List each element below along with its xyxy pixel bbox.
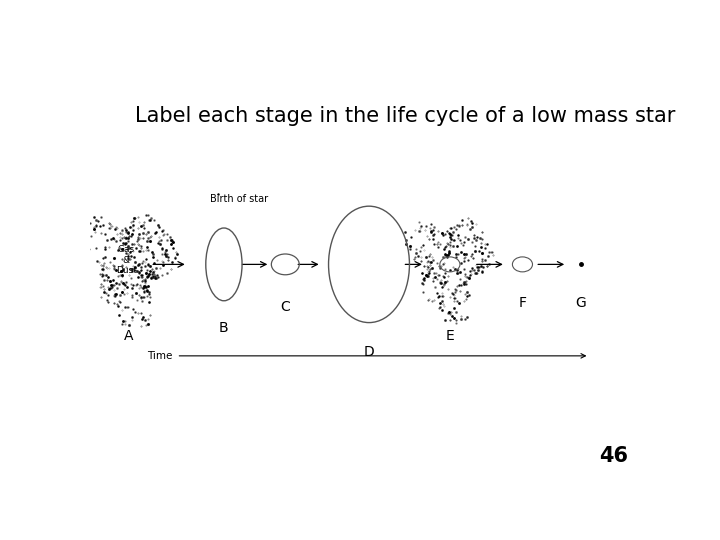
Text: Time: Time [147, 351, 172, 361]
Text: Label each stage in the life cycle of a low mass star: Label each stage in the life cycle of a … [135, 106, 675, 126]
Text: A: A [125, 329, 134, 343]
Text: E: E [446, 329, 454, 343]
Text: G: G [576, 295, 586, 309]
Text: Gas
&
Dust: Gas & Dust [116, 245, 137, 275]
Text: F: F [518, 295, 526, 309]
Text: C: C [280, 300, 290, 314]
Text: B: B [219, 321, 229, 334]
Text: D: D [364, 346, 374, 360]
Text: 46: 46 [600, 446, 629, 466]
Text: Birth of star: Birth of star [210, 194, 268, 204]
